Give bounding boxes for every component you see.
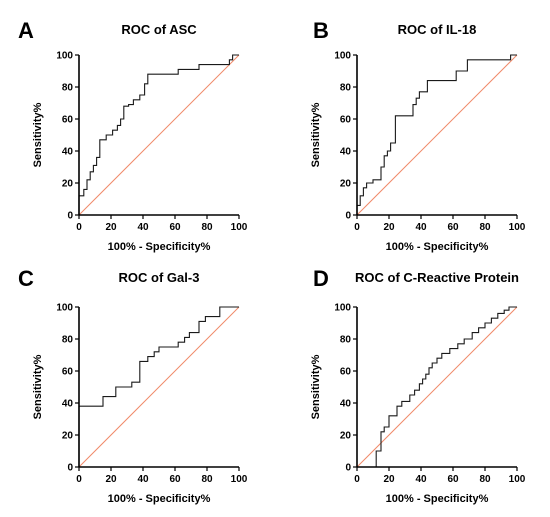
chart-title: ROC of IL-18 [398, 22, 477, 37]
y-tick-label: 20 [62, 431, 74, 442]
reference-diagonal-line [356, 306, 518, 468]
y-tick-label: 100 [334, 51, 351, 62]
y-tick-label: 80 [340, 83, 352, 94]
x-tick-label: 20 [383, 474, 395, 485]
y-tick-label: 60 [340, 115, 352, 126]
y-tick-label: 40 [340, 147, 352, 158]
roc-curve [356, 54, 517, 215]
x-axis-label: 100% - Specificity% [386, 241, 489, 253]
roc-panel-c: C ROC of Gal-3 0 20 40 60 80 100 0 20 40 60 80 100 100… [18, 266, 248, 505]
x-tick-label: 0 [354, 474, 360, 485]
roc-curve [78, 306, 239, 467]
panel-letter: D [313, 266, 329, 291]
x-tick-label: 20 [105, 474, 117, 485]
x-tick-label: 40 [415, 474, 427, 485]
roc-curve [78, 54, 239, 215]
y-tick-label: 40 [62, 399, 74, 410]
chart-title: ROC of ASC [121, 22, 197, 37]
x-axis-label: 100% - Specificity% [386, 493, 489, 505]
y-axis-label: Sensitivity% [310, 102, 322, 167]
reference-diagonal-line [78, 306, 240, 468]
x-tick-label: 0 [354, 222, 360, 233]
y-tick-label: 100 [56, 303, 73, 314]
roc-curve [357, 306, 517, 468]
roc-panel-d: D ROC of C-Reactive Protein 0 20 40 60 80 100 0 2… [310, 266, 526, 505]
reference-diagonal-line [356, 54, 518, 216]
y-tick-label: 0 [345, 211, 351, 222]
x-tick-label: 60 [447, 222, 459, 233]
chart-title: ROC of Gal-3 [119, 270, 200, 285]
x-tick-label: 0 [76, 222, 82, 233]
x-tick-label: 60 [169, 222, 181, 233]
y-axis-label: Sensitivity% [32, 354, 44, 419]
y-tick-label: 40 [340, 399, 352, 410]
panel-letter: C [18, 266, 34, 291]
y-axis-label: Sensitivity% [310, 354, 322, 419]
x-tick-label: 40 [137, 222, 149, 233]
y-tick-label: 40 [62, 147, 74, 158]
x-tick-label: 20 [105, 222, 117, 233]
panel-letter: B [313, 18, 329, 43]
x-tick-label: 60 [169, 474, 181, 485]
y-tick-label: 60 [340, 367, 352, 378]
x-tick-label: 100 [231, 474, 248, 485]
y-tick-label: 80 [62, 83, 74, 94]
x-tick-label: 100 [231, 222, 248, 233]
panel-letter: A [18, 18, 34, 43]
chart-title: ROC of C-Reactive Protein [355, 270, 519, 285]
x-tick-label: 20 [383, 222, 395, 233]
y-tick-label: 80 [340, 335, 352, 346]
x-tick-label: 40 [137, 474, 149, 485]
y-tick-label: 20 [340, 179, 352, 190]
y-tick-label: 100 [334, 303, 351, 314]
x-axis-label: 100% - Specificity% [108, 493, 211, 505]
x-tick-label: 80 [201, 222, 213, 233]
x-tick-label: 80 [479, 474, 491, 485]
y-tick-label: 80 [62, 335, 74, 346]
y-tick-label: 20 [340, 431, 352, 442]
x-tick-label: 100 [509, 474, 526, 485]
y-tick-label: 0 [67, 463, 73, 474]
y-tick-label: 0 [345, 463, 351, 474]
reference-diagonal-line [78, 54, 240, 216]
roc-panel-b: B ROC of IL-18 0 20 40 60 80 100 0 20 40 60 80 100 100… [310, 18, 526, 253]
x-tick-label: 40 [415, 222, 427, 233]
x-axis-label: 100% - Specificity% [108, 241, 211, 253]
y-tick-label: 0 [67, 211, 73, 222]
y-tick-label: 60 [62, 367, 74, 378]
x-tick-label: 80 [201, 474, 213, 485]
x-tick-label: 100 [509, 222, 526, 233]
y-tick-label: 100 [56, 51, 73, 62]
y-axis-label: Sensitivity% [32, 102, 44, 167]
x-tick-label: 60 [447, 474, 459, 485]
y-tick-label: 60 [62, 115, 74, 126]
y-tick-label: 20 [62, 179, 74, 190]
roc-panel-a: A ROC of ASC 0 20 40 60 80 100 0 20 40 60 80 100 100% … [18, 18, 248, 253]
x-tick-label: 80 [479, 222, 491, 233]
x-tick-label: 0 [76, 474, 82, 485]
